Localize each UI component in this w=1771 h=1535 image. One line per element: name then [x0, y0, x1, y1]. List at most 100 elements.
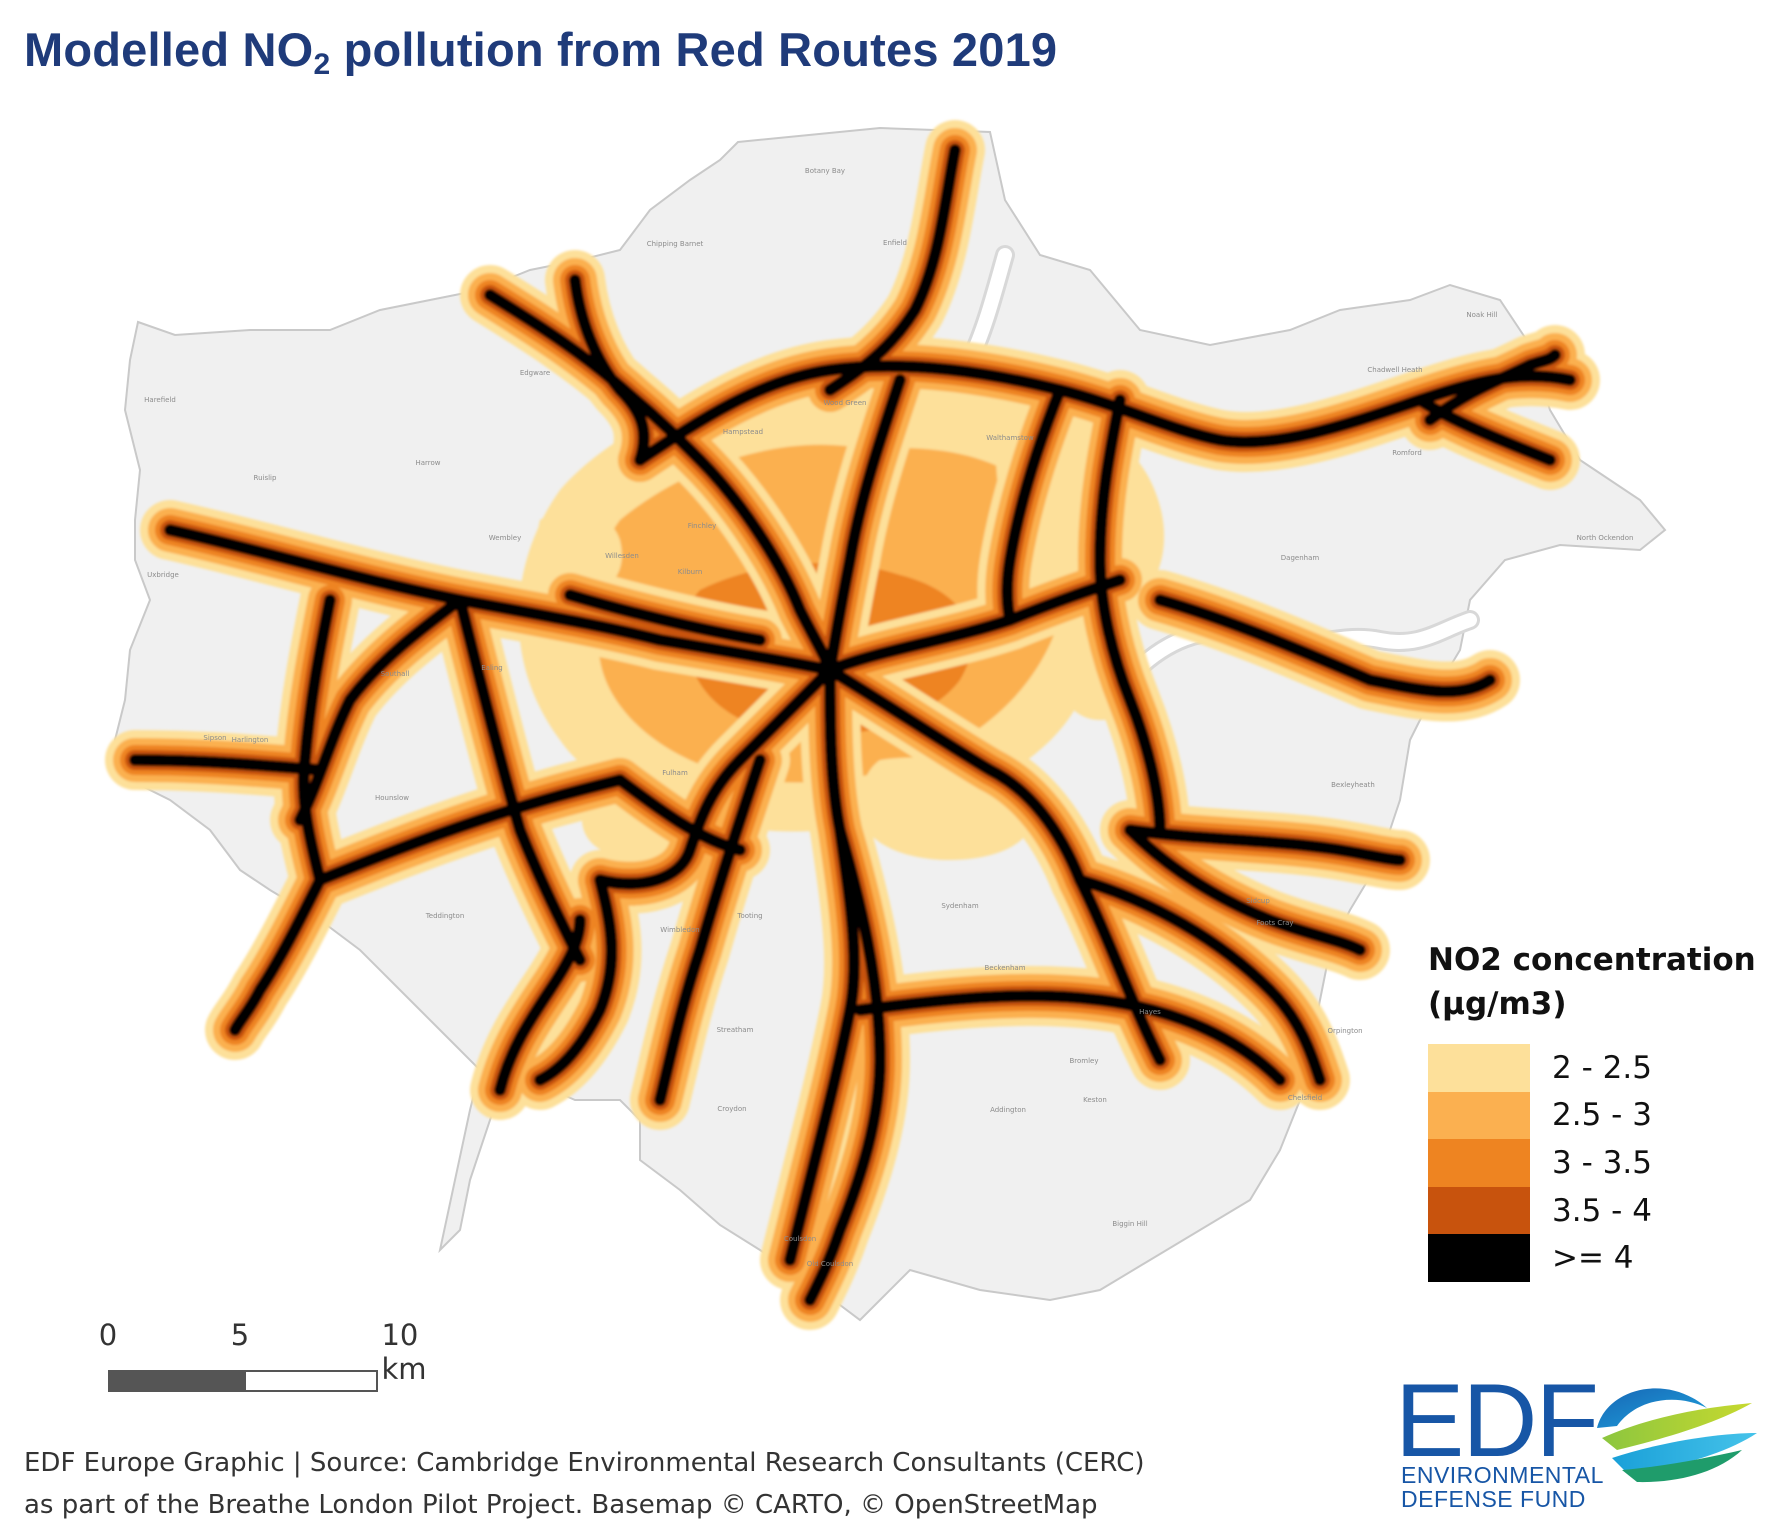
red-route: [1074, 874, 1326, 1086]
red-route: [784, 664, 861, 1266]
red-route: [824, 574, 1126, 676]
legend-swatch: [1428, 1186, 1530, 1235]
place-label: Bromley: [1069, 1057, 1098, 1065]
place-label: Uxbridge: [147, 571, 179, 579]
red-route: [634, 360, 1226, 466]
place-label: Keston: [1083, 1096, 1107, 1104]
red-route: [1094, 394, 1166, 836]
place-label: Sidcup: [1246, 897, 1270, 905]
legend-swatch: [1428, 1091, 1530, 1140]
place-label: Dagenham: [1281, 554, 1320, 562]
red-route: [654, 754, 766, 1106]
logo-line-2: DEFENSE FUND: [1401, 1486, 1586, 1512]
place-label: Coulsdon: [784, 1235, 816, 1243]
legend-label: 2 - 2.5: [1552, 1049, 1652, 1086]
place-label: Finchley: [688, 522, 717, 530]
place-label: Harefield: [144, 396, 176, 404]
place-label: Noak Hill: [1466, 311, 1497, 319]
place-label: Croydon: [717, 1105, 746, 1113]
place-label: Botany Bay: [805, 167, 845, 175]
legend-item: >= 4: [1428, 1234, 1758, 1282]
place-label: Teddington: [425, 912, 465, 920]
place-label: Streatham: [717, 1026, 754, 1034]
red-route: [1124, 824, 1406, 866]
red-route: [1001, 384, 1066, 626]
place-label: Tooting: [736, 912, 762, 920]
place-label: Chelsfield: [1288, 1094, 1322, 1102]
place-label: Romford: [1392, 449, 1422, 457]
red-route: [534, 874, 618, 1086]
red-route: [694, 454, 836, 676]
scale-bar-light: [244, 1370, 378, 1392]
place-label: Biggin Hill: [1112, 1220, 1147, 1228]
place-label: Sipson: [203, 734, 226, 742]
red-route: [564, 589, 766, 646]
place-label: Enfield: [883, 239, 907, 247]
legend-label: 3.5 - 4: [1552, 1192, 1652, 1229]
legend-swatch: [1428, 1234, 1530, 1282]
legend-title: NO2 concentration (µg/m3): [1428, 942, 1756, 1022]
place-label: Wood Green: [824, 399, 867, 407]
place-label: Hayes: [1139, 1008, 1161, 1016]
place-label: Foots Cray: [1256, 919, 1293, 927]
legend-label: 2.5 - 3: [1552, 1097, 1652, 1134]
map-title: Modelled NO2 pollution from Red Routes 2…: [24, 23, 1058, 81]
red-route: [614, 774, 746, 856]
red-route: [164, 524, 836, 676]
place-label: Ealing: [481, 664, 502, 672]
scale-bar-dark: [108, 1370, 246, 1392]
place-label: Harlington: [232, 736, 269, 744]
red-route: [314, 774, 626, 886]
red-route: [229, 874, 326, 1036]
place-label: Southall: [381, 670, 410, 678]
place-label: Edgware: [520, 369, 550, 377]
scale-label-0: 0: [98, 1318, 118, 1352]
red-route: [854, 989, 1286, 1086]
place-label: Old Coulsdon: [807, 1260, 853, 1268]
credit-line-2: as part of the Breathe London Pilot Proj…: [24, 1490, 1098, 1520]
place-labels: Botany Bay Chipping Barnet Enfield Edgware W…: [144, 167, 1633, 1268]
place-label: Bexleyheath: [1331, 781, 1375, 789]
place-label: Kilburn: [678, 568, 703, 576]
place-label: Chadwell Heath: [1367, 366, 1422, 374]
logo-abbr: EDF: [1395, 1363, 1599, 1479]
place-label: Wembley: [489, 534, 521, 542]
red-route: [1424, 349, 1561, 426]
place-label: Wimbledon: [660, 926, 699, 934]
place-label: Hounslow: [375, 794, 409, 802]
red-route: [494, 914, 586, 1096]
legend-item: 3.5 - 4: [1428, 1186, 1758, 1235]
scale-label-5: 5: [230, 1318, 250, 1352]
red-route: [129, 754, 326, 776]
place-label: Sydenham: [941, 902, 978, 910]
red-route: [804, 824, 886, 1306]
edf-logo: EDF ENVIRONMENTAL DEFENSE FUND: [1395, 1363, 1765, 1520]
pollution-layer: [105, 120, 1600, 1330]
place-label: Fulham: [662, 769, 688, 777]
logo-swoosh-icon: [1597, 1388, 1757, 1483]
place-label: Hampstead: [723, 428, 763, 436]
place-label: North Ockendon: [1577, 534, 1634, 542]
red-route: [824, 374, 906, 676]
logo-line-1: ENVIRONMENTAL: [1401, 1462, 1604, 1488]
legend-label: 3 - 3.5: [1552, 1144, 1652, 1181]
red-route: [297, 594, 336, 886]
legend-swatch: [1428, 1044, 1530, 1092]
place-label: Ruislip: [254, 474, 277, 482]
place-label: Addington: [990, 1106, 1026, 1114]
legend-item: 2 - 2.5: [1428, 1044, 1758, 1092]
legend: NO2 concentration (µg/m3) 2 - 2.5 2.5 - 3…: [1428, 938, 1758, 1282]
place-label: Orpington: [1327, 1027, 1362, 1035]
red-route: [594, 664, 836, 890]
red-route: [454, 594, 586, 966]
legend-items: 2 - 2.5 2.5 - 3 3 - 3.5 3.5 - 4 >= 4: [1428, 1044, 1758, 1282]
legend-item: 2.5 - 3: [1428, 1091, 1758, 1140]
legend-item: 3 - 3.5: [1428, 1139, 1758, 1187]
red-route: [1124, 824, 1366, 956]
red-route: [1414, 394, 1556, 466]
place-label: Chipping Barnet: [647, 240, 704, 248]
credit-line-1: EDF Europe Graphic | Source: Cambridge E…: [24, 1448, 1145, 1478]
place-label: Walthamstow: [986, 434, 1034, 442]
scale-bar: 0 5 10 km: [99, 1318, 427, 1398]
